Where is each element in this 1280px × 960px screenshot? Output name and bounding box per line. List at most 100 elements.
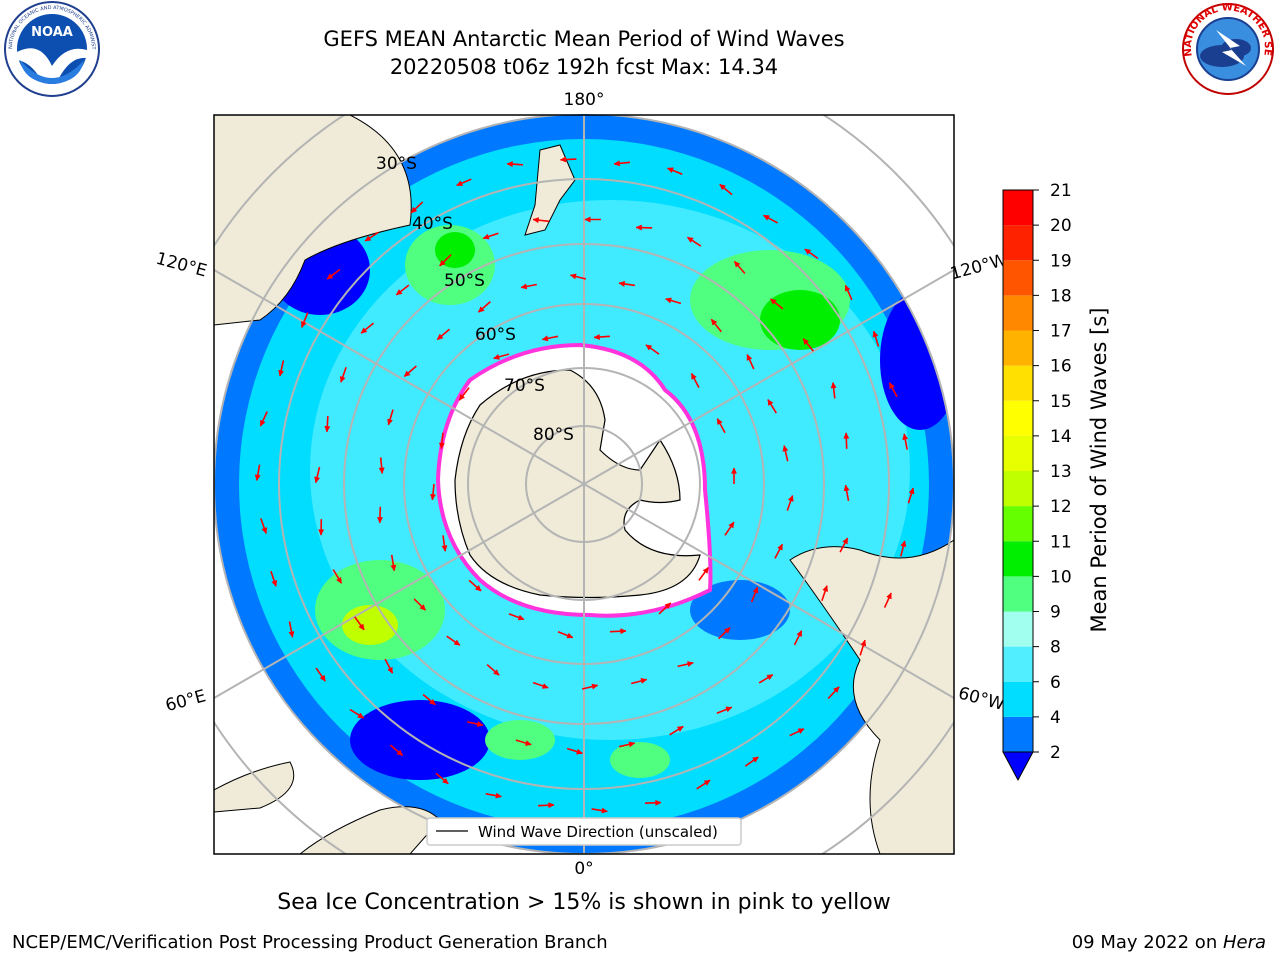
colorbar-tick-label: 4 [1050, 708, 1061, 728]
wave-vector-head [628, 741, 636, 748]
wave-vector-head [261, 527, 268, 535]
colorbar-tick-label: 6 [1050, 673, 1061, 693]
wave-vector-head [301, 321, 307, 328]
wave-vector-head [288, 631, 295, 638]
wave-vector-head [566, 632, 574, 639]
wave-vector-head [752, 586, 759, 594]
land-antarctica [454, 369, 701, 599]
wave-vector-head [804, 248, 812, 255]
legend-label: Wind Wave Direction (unscaled) [478, 823, 718, 841]
wave-vector-head [441, 545, 448, 552]
wave-vector-head [802, 338, 810, 345]
wave-vector-head [569, 273, 577, 280]
footer-date-text: 09 May 2022 on [1071, 932, 1223, 953]
wave-vector-head [830, 381, 837, 389]
wave-vector-head [782, 445, 789, 452]
colorbar-tick-label: 20 [1050, 216, 1072, 236]
wave-vector-head [436, 333, 444, 340]
colorbar-tick-label: 10 [1050, 567, 1072, 587]
colorbar-tick-label: 9 [1050, 603, 1061, 623]
colorbar-extend-arrow [1002, 751, 1034, 782]
lon-label-60e: 60°E [163, 686, 208, 716]
wave-vector-head [728, 521, 735, 529]
wave-vector-head [357, 712, 365, 719]
colorbar-box [1003, 435, 1033, 471]
wave-vector-head [364, 235, 372, 242]
wave-vector-head [442, 777, 449, 785]
wave-vector-head [731, 467, 737, 474]
wave-vector-head [324, 426, 331, 433]
wave-vector-head [456, 180, 463, 186]
wave-vector-head [387, 418, 393, 426]
wave-vector-head [833, 686, 840, 693]
wave-vector-head [886, 592, 892, 600]
wave-vector-head [723, 627, 731, 634]
wave-vector-head [453, 639, 461, 646]
colorbar-tick-label: 12 [1050, 497, 1072, 517]
wave-vector-head [410, 206, 418, 214]
noaa-logo-icon: NOAA NATIONAL OCEANIC AND ATMOSPHERIC AD… [0, 0, 100, 97]
wave-vector-head [664, 602, 672, 609]
lon-label-120w: 120°W [948, 250, 1009, 284]
wave-vector-head [842, 537, 848, 545]
colorbar-tick-label: 17 [1050, 322, 1072, 342]
lat-label-70s: 70°S [504, 376, 545, 396]
wave-vector-head [691, 372, 697, 380]
wave-vector-head [746, 353, 753, 361]
wave-vector-head [254, 474, 261, 482]
wave-vector-head [559, 156, 567, 163]
colorbar-tick-label: 19 [1050, 251, 1072, 271]
wave-vector-head [601, 807, 608, 814]
lat-label-40s: 40°S [412, 214, 453, 234]
wave-vector-head [752, 756, 759, 763]
colorbar-tick-label: 8 [1050, 638, 1061, 658]
wave-vector-head [766, 674, 774, 681]
wave-vector-head [655, 799, 662, 806]
wave-vector-head [326, 273, 334, 280]
colorbar-box [1003, 260, 1033, 296]
wave-vector-head [482, 233, 490, 240]
wave-vector-head [769, 298, 777, 305]
nws-logo-icon: NATIONAL WEATHER SERVICE [0, 0, 1274, 95]
svg-text:NATIONAL WEATHER SERVICE: NATIONAL WEATHER SERVICE [0, 0, 1273, 57]
colorbar-box [1003, 681, 1033, 717]
wave-vector-head [889, 382, 895, 390]
wave-vector-head [710, 318, 718, 326]
colorbar-box [1003, 330, 1033, 366]
wave-vector-head [387, 666, 393, 674]
colorbar-box [1003, 646, 1033, 682]
colorbar-tick-label: 11 [1050, 532, 1072, 552]
wave-vector-head [908, 487, 915, 495]
wave-vector-head [506, 161, 513, 168]
colorbar-box [1003, 400, 1033, 436]
colorbar-box [1003, 506, 1033, 542]
wave-vector-head [520, 283, 528, 290]
wave-vector-head [767, 399, 774, 406]
lat-label-30s: 30°S [376, 154, 417, 174]
wave-vector-head [593, 333, 600, 340]
colorbar-tick-label: 15 [1050, 392, 1072, 412]
wave-vector-head [703, 779, 711, 786]
colorbar-box [1003, 225, 1033, 261]
wave-vector-head [260, 419, 266, 427]
wave-vector-head [314, 476, 321, 484]
wave-vector-head [492, 669, 500, 676]
wave-vector-head [717, 418, 723, 426]
wave-vector-head [439, 259, 446, 267]
lat-label-80s: 80°S [533, 425, 574, 445]
colorbar-box [1003, 365, 1033, 401]
footer-machine: Hera [1222, 932, 1266, 953]
wave-vector-head [458, 393, 466, 401]
vector-legend: Wind Wave Direction (unscaled) [426, 817, 742, 846]
colorbar-box [1003, 611, 1033, 647]
wave-vector-head [419, 604, 426, 611]
colorbar-box [1003, 190, 1033, 226]
wave-vector-head [635, 224, 642, 231]
wave-vector-head [666, 167, 674, 174]
wave-vector-head [777, 543, 783, 551]
colorbar-label: Mean Period of Wind Waves [s] [1087, 308, 1111, 633]
wave-vector-head [541, 335, 549, 342]
wave-vector-head [548, 802, 555, 809]
lon-label-60w: 60°W [956, 683, 1007, 715]
map-frame [213, 114, 955, 855]
